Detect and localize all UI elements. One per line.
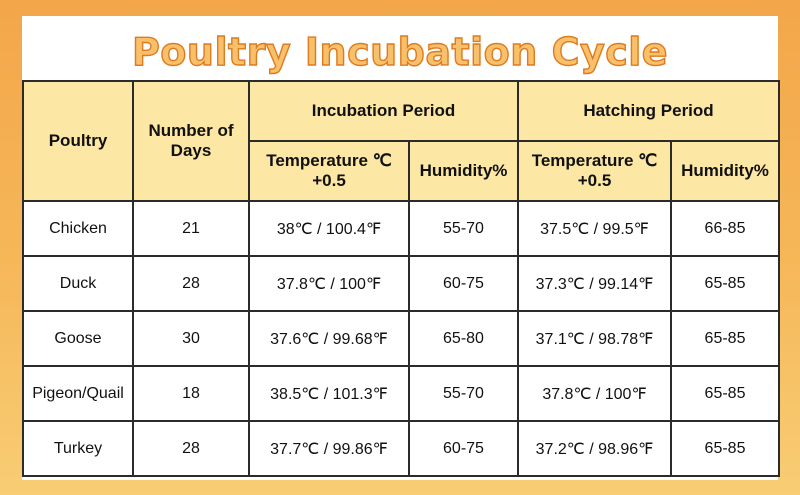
header-number-of-days: Number of Days <box>132 80 250 202</box>
header-hatching-period: Hatching Period <box>516 80 781 142</box>
page-title: Poultry Incubation Cycle <box>131 29 669 74</box>
cell-incubation-humidity: 65-80 <box>408 310 519 367</box>
cell-hatching-temperature: 37.3℃ / 99.14℉ <box>517 255 672 312</box>
cell-days: 30 <box>132 310 250 367</box>
cell-hatching-humidity: 65-85 <box>669 310 781 367</box>
header-poultry: Poultry <box>22 80 134 202</box>
cell-poultry: Chicken <box>22 200 134 257</box>
cell-incubation-temperature: 37.6℃ / 99.68℉ <box>248 310 410 367</box>
header-incubation-humidity: Humidity% <box>408 140 519 202</box>
cell-poultry: Pigeon/Quail <box>22 365 134 422</box>
cell-poultry: Turkey <box>22 420 134 477</box>
table-row: Pigeon/Quail 18 38.5℃ / 101.3℉ 55-70 37.… <box>22 365 781 422</box>
incubation-table: Poultry Number of Days Incubation Period… <box>22 80 781 477</box>
cell-days: 21 <box>132 200 250 257</box>
table-row: Goose 30 37.6℃ / 99.68℉ 65-80 37.1℃ / 98… <box>22 310 781 367</box>
cell-days: 28 <box>132 420 250 477</box>
table-row: Chicken 21 38℃ / 100.4℉ 55-70 37.5℃ / 99… <box>22 200 781 257</box>
cell-hatching-humidity: 65-85 <box>669 420 781 477</box>
cell-hatching-temperature: 37.8℃ / 100℉ <box>517 365 672 422</box>
cell-days: 28 <box>132 255 250 312</box>
cell-hatching-humidity: 66-85 <box>669 200 781 257</box>
header-incubation-period: Incubation Period <box>248 80 519 142</box>
cell-hatching-humidity: 65-85 <box>669 255 781 312</box>
header-hatching-temperature: Temperature ℃+0.5 <box>517 140 672 202</box>
header-incubation-temperature: Temperature ℃+0.5 <box>248 140 410 202</box>
cell-incubation-temperature: 38.5℃ / 101.3℉ <box>248 365 410 422</box>
cell-incubation-temperature: 37.7℃ / 99.86℉ <box>248 420 410 477</box>
chart-card: Poultry Incubation Cycle Poultry Number … <box>22 16 781 480</box>
cell-hatching-temperature: 37.1℃ / 98.78℉ <box>517 310 672 367</box>
cell-poultry: Goose <box>22 310 134 367</box>
cell-incubation-temperature: 38℃ / 100.4℉ <box>248 200 410 257</box>
cell-hatching-temperature: 37.2℃ / 98.96℉ <box>517 420 672 477</box>
cell-incubation-humidity: 60-75 <box>408 420 519 477</box>
cell-incubation-humidity: 55-70 <box>408 200 519 257</box>
header-hatching-humidity: Humidity% <box>669 140 781 202</box>
cell-incubation-temperature: 37.8℃ / 100℉ <box>248 255 410 312</box>
cell-incubation-humidity: 60-75 <box>408 255 519 312</box>
cell-hatching-humidity: 65-85 <box>669 365 781 422</box>
table-row: Turkey 28 37.7℃ / 99.86℉ 60-75 37.2℃ / 9… <box>22 420 781 477</box>
cell-hatching-temperature: 37.5℃ / 99.5℉ <box>517 200 672 257</box>
cell-incubation-humidity: 55-70 <box>408 365 519 422</box>
cell-poultry: Duck <box>22 255 134 312</box>
table-row: Duck 28 37.8℃ / 100℉ 60-75 37.3℃ / 99.14… <box>22 255 781 312</box>
cell-days: 18 <box>132 365 250 422</box>
